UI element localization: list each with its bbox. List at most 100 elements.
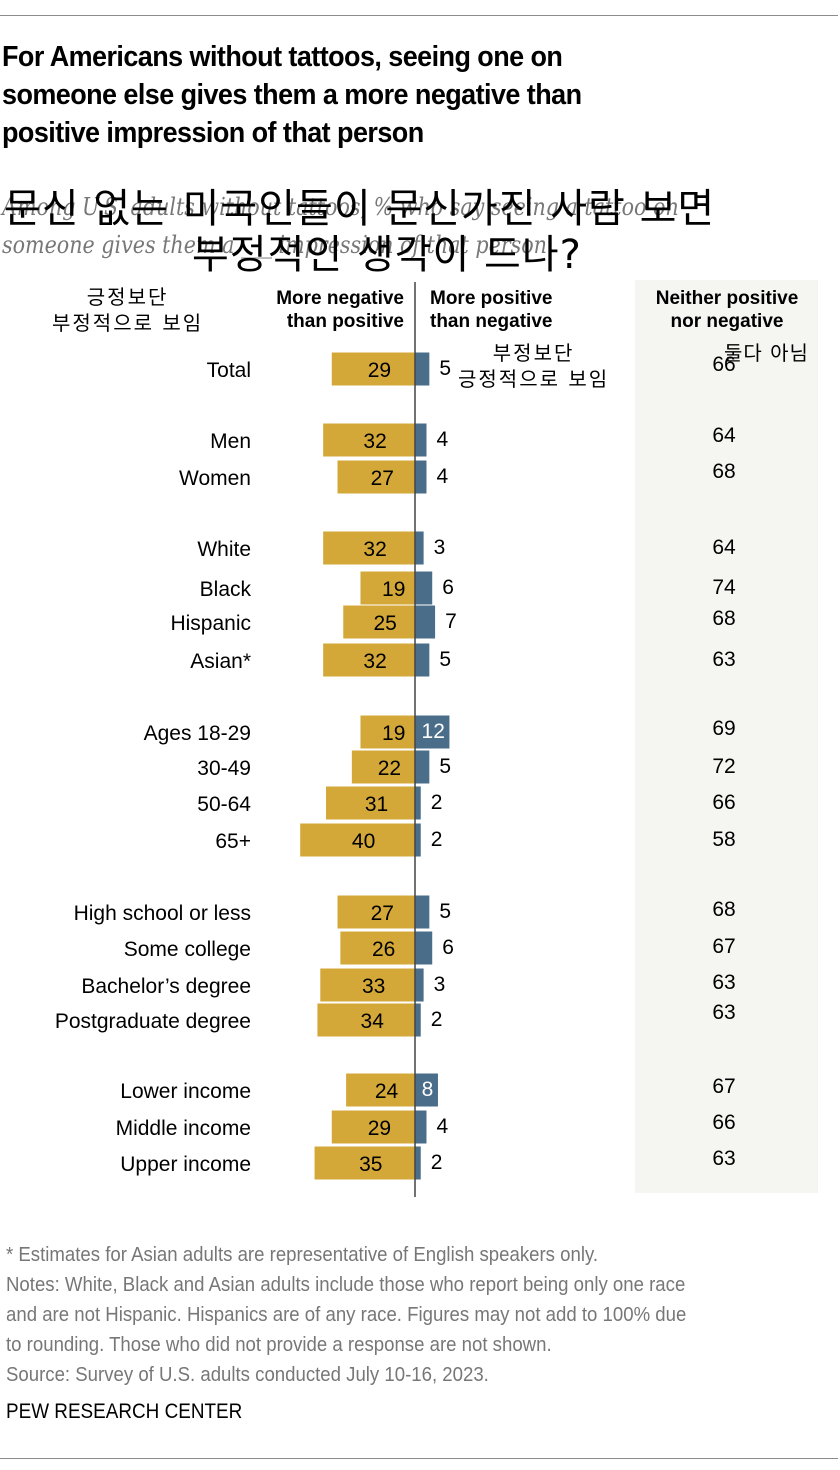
category-label: 50-64: [197, 793, 251, 816]
category-label: Middle income: [116, 1117, 251, 1140]
negative-bar: [326, 786, 415, 820]
negative-value-label: 32: [363, 430, 386, 453]
negative-bar: [360, 571, 415, 605]
category-label: High school or less: [74, 902, 251, 925]
positive-bar: [415, 715, 450, 749]
positive-value-label: 5: [439, 357, 451, 380]
negative-value-label: 29: [368, 359, 391, 382]
column-header-neither: Neither positive nor negative: [636, 287, 818, 333]
positive-value-label: 2: [431, 1151, 443, 1174]
category-label: White: [197, 538, 251, 561]
negative-value-label: 34: [361, 1010, 385, 1033]
category-label: Postgraduate degree: [55, 1010, 251, 1033]
negative-bar: [346, 1073, 415, 1107]
positive-bar: [415, 786, 421, 820]
korean-label-line: 부정보단: [492, 341, 575, 365]
negative-value-label: 32: [363, 650, 386, 673]
korean-positive-label: 부정보단 긍정적으로 보임: [458, 340, 609, 392]
positive-bar: [415, 895, 430, 929]
positive-bar: [415, 531, 424, 565]
positive-value-label: 2: [431, 1008, 443, 1031]
positive-bar: [415, 605, 436, 639]
positive-bar: [415, 643, 430, 677]
category-label: Black: [200, 578, 252, 601]
negative-bar: [323, 423, 415, 457]
neither-value-label: 66: [712, 791, 735, 814]
negative-value-label: 32: [363, 538, 386, 561]
positive-value-label: 4: [436, 1115, 448, 1138]
column-header-positive: More positive than negative: [430, 287, 600, 333]
chart-subtitle: Among U.S. adults without tattoos, % who…: [2, 188, 776, 264]
positive-value-label: 3: [434, 973, 446, 996]
neither-column-panel: [635, 280, 818, 1193]
category-label: 30-49: [197, 757, 251, 780]
negative-bar: [323, 643, 415, 677]
negative-bar: [340, 931, 415, 965]
column-header-line: More positive: [430, 288, 553, 309]
bottom-rule: [0, 1458, 838, 1459]
neither-value-label: 74: [712, 576, 736, 599]
positive-bar: [415, 1110, 427, 1144]
positive-value-label: 8: [422, 1078, 434, 1101]
subtitle-line: someone gives them a ___ impression of t…: [2, 231, 547, 259]
neither-value-label: 68: [712, 607, 735, 630]
korean-label-line: 부정적으로 보임: [52, 311, 204, 335]
negative-value-label: 22: [378, 757, 401, 780]
negative-value-label: 29: [368, 1117, 391, 1140]
neither-value-label: 72: [712, 755, 735, 778]
column-header-line: More negative: [276, 288, 404, 309]
korean-label-line: 긍정보단: [86, 285, 169, 309]
positive-bar: [415, 1073, 438, 1107]
positive-value-label: 5: [439, 900, 451, 923]
negative-bar: [320, 968, 415, 1002]
column-header-line: Neither positive: [655, 288, 799, 309]
positive-bar: [415, 931, 433, 965]
neither-value-label: 66: [712, 1111, 735, 1134]
positive-bar: [415, 750, 430, 784]
negative-bar: [331, 352, 415, 386]
negative-value-label: 27: [371, 902, 394, 925]
category-label: Ages 18-29: [144, 722, 251, 745]
negative-value-label: 31: [365, 793, 388, 816]
category-label: Men: [210, 430, 251, 453]
top-rule: [0, 15, 838, 16]
title-line: someone else gives them a more negative …: [2, 79, 582, 111]
neither-value-label: 67: [712, 935, 735, 958]
notes-line: to rounding. Those who did not provide a…: [6, 1334, 552, 1356]
negative-bar: [343, 605, 415, 639]
positive-value-label: 6: [442, 936, 454, 959]
negative-bar: [331, 1110, 415, 1144]
chart-title: For Americans without tattoos, seeing on…: [2, 38, 746, 152]
positive-bar: [415, 1146, 421, 1180]
category-label: Total: [207, 359, 251, 382]
negative-bar: [337, 460, 415, 494]
source-note: Source: Survey of U.S. adults conducted …: [6, 1364, 489, 1386]
negative-value-label: 26: [372, 938, 395, 961]
positive-value-label: 4: [436, 428, 448, 451]
neither-value-label: 64: [712, 536, 736, 559]
category-label: Lower income: [120, 1080, 251, 1103]
positive-bar: [415, 423, 427, 457]
category-label: Hispanic: [170, 612, 251, 635]
neither-value-label: 68: [712, 898, 735, 921]
column-header-negative: More negative than positive: [252, 287, 404, 333]
negative-bar: [300, 823, 415, 857]
negative-bar: [317, 1003, 415, 1037]
neither-value-label: 66: [712, 353, 735, 376]
korean-title-line: 부정적인 생각이 드나?: [192, 232, 582, 278]
negative-value-label: 25: [373, 612, 396, 635]
asterisk-note: * Estimates for Asian adults are represe…: [6, 1244, 599, 1266]
category-label: Bachelor’s degree: [81, 975, 251, 998]
negative-value-label: 19: [382, 578, 405, 601]
neither-value-label: 67: [712, 1075, 735, 1098]
category-label: Asian*: [190, 650, 251, 673]
negative-value-label: 24: [375, 1080, 399, 1103]
positive-value-label: 3: [434, 536, 446, 559]
title-line: For Americans without tattoos, seeing on…: [2, 41, 563, 73]
negative-bar: [360, 715, 415, 749]
negative-value-label: 27: [371, 467, 394, 490]
korean-title-line: 문신 없는 미국인들이 문신가진 사람 보면: [4, 186, 716, 232]
positive-value-label: 7: [445, 610, 457, 633]
positive-bar: [415, 571, 433, 605]
